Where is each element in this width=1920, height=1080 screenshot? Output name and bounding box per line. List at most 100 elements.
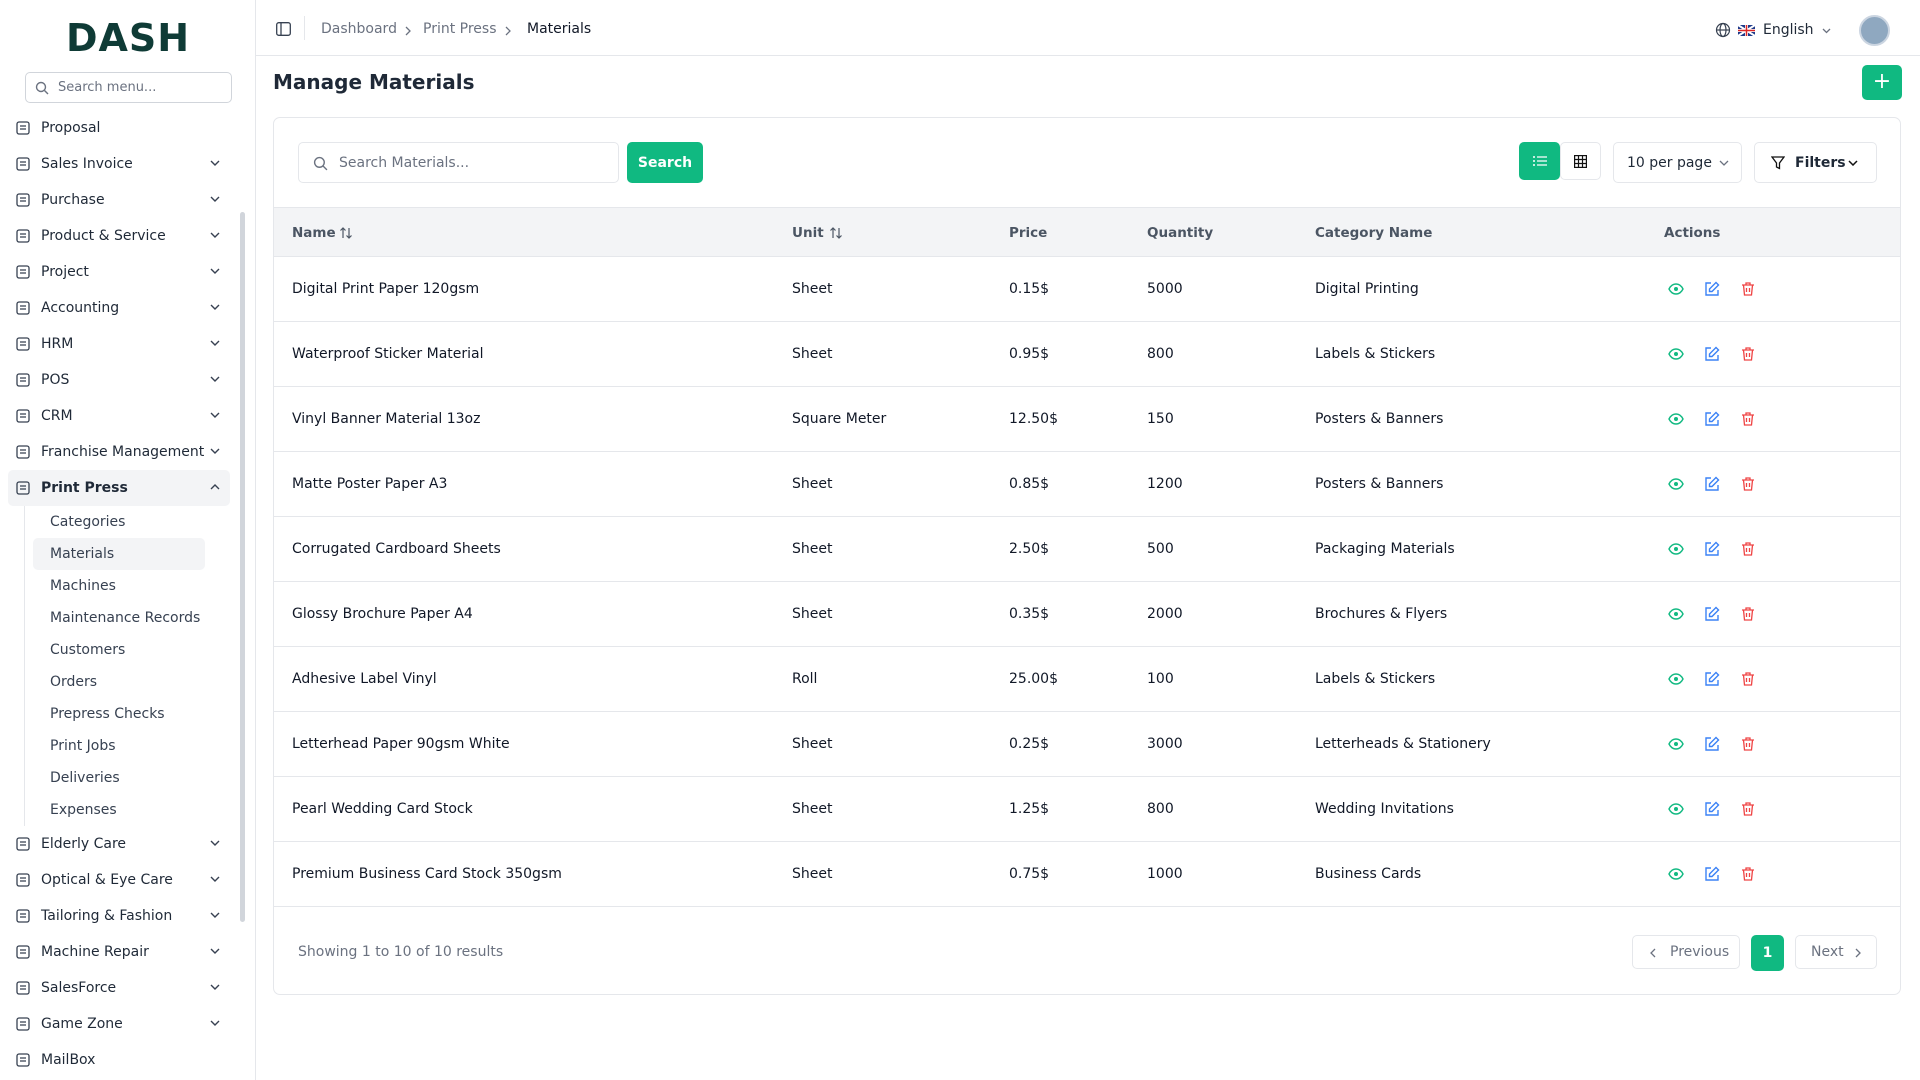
- filters-button[interactable]: Filters: [1754, 142, 1877, 183]
- view-action[interactable]: [1668, 671, 1684, 687]
- table-cell: 100: [1147, 671, 1174, 687]
- submenu-item[interactable]: Materials: [33, 538, 205, 570]
- edit-action[interactable]: [1704, 671, 1720, 687]
- previous-button[interactable]: Previous: [1632, 935, 1740, 969]
- breadcrumb-item[interactable]: Print Press: [423, 21, 497, 37]
- icon-shape: [20, 377, 26, 382]
- delete-action[interactable]: [1740, 736, 1756, 752]
- icon-shape: [210, 232, 220, 238]
- view-action[interactable]: [1668, 281, 1684, 297]
- chevron: [210, 340, 220, 346]
- menu-item[interactable]: Sales Invoice: [8, 146, 230, 182]
- grid-icon: [1574, 154, 1587, 168]
- menu-item[interactable]: POS: [8, 362, 230, 398]
- submenu-item[interactable]: Maintenance Records: [50, 610, 201, 626]
- menu-item[interactable]: Machine Repair: [8, 934, 230, 970]
- menu-search[interactable]: Search menu...: [25, 72, 232, 103]
- submenu-item[interactable]: Categories: [50, 514, 126, 530]
- submenu-item[interactable]: Print Jobs: [50, 738, 116, 754]
- chevron: [210, 160, 220, 166]
- view-action[interactable]: [1668, 801, 1684, 817]
- menu-item[interactable]: Print Press: [8, 470, 230, 506]
- submenu-item[interactable]: Customers: [50, 642, 126, 658]
- menu-item[interactable]: Purchase: [8, 182, 230, 218]
- menu-item[interactable]: Game Zone: [8, 1006, 230, 1042]
- icon-shape: [16, 121, 30, 135]
- edit-action[interactable]: [1704, 281, 1720, 297]
- icon-shape: [1668, 868, 1684, 880]
- logo[interactable]: DASH: [65, 16, 191, 60]
- delete-action[interactable]: [1740, 671, 1756, 687]
- delete-action[interactable]: [1740, 801, 1756, 817]
- sidebar-toggle[interactable]: [276, 22, 291, 36]
- menu-item[interactable]: Project: [8, 254, 230, 290]
- grid-view[interactable]: [1560, 142, 1601, 180]
- edit-action[interactable]: [1704, 411, 1720, 427]
- edit-action[interactable]: [1704, 541, 1720, 557]
- column-header: Price: [1009, 225, 1048, 241]
- per-page-select[interactable]: 10 per page: [1613, 142, 1742, 183]
- icon-shape: [20, 269, 26, 274]
- submenu-item[interactable]: Machines: [50, 578, 116, 594]
- icon-shape: [20, 197, 26, 202]
- next-button[interactable]: Next: [1795, 935, 1877, 969]
- edit-action[interactable]: [1704, 606, 1720, 622]
- menu-item[interactable]: Tailoring & Fashion: [8, 898, 230, 934]
- menu-item[interactable]: Franchise Management: [8, 434, 230, 470]
- table-row: Corrugated Cardboard Sheets Sheet 2.50$ 500…: [274, 517, 1900, 582]
- delete-action[interactable]: [1740, 346, 1756, 362]
- submenu-item[interactable]: Expenses: [50, 802, 117, 818]
- menu-icon: [16, 1017, 30, 1031]
- submenu-item[interactable]: Deliveries: [50, 770, 120, 786]
- edit-action[interactable]: [1704, 866, 1720, 882]
- view-action[interactable]: [1668, 541, 1684, 557]
- breadcrumb-item[interactable]: Dashboard: [321, 21, 397, 37]
- view-action[interactable]: [1668, 606, 1684, 622]
- menu-item[interactable]: Proposal: [8, 110, 230, 146]
- menu-item[interactable]: SalesForce: [8, 970, 230, 1006]
- menu-icon: [16, 301, 30, 315]
- add-button[interactable]: +: [1862, 65, 1902, 100]
- menu-item[interactable]: Accounting: [8, 290, 230, 326]
- page-button[interactable]: 1: [1751, 935, 1784, 971]
- menu-item[interactable]: Elderly Care: [8, 826, 230, 862]
- chevron: [210, 268, 220, 274]
- list-view[interactable]: [1519, 142, 1560, 180]
- edit-action[interactable]: [1704, 801, 1720, 817]
- edit-action[interactable]: [1704, 346, 1720, 362]
- delete-action[interactable]: [1740, 866, 1756, 882]
- view-action[interactable]: [1668, 346, 1684, 362]
- filter-icon: [1771, 156, 1785, 170]
- icon-shape: [210, 268, 220, 274]
- view-action[interactable]: [1668, 736, 1684, 752]
- materials-search[interactable]: Search Materials...: [298, 142, 619, 183]
- view-action[interactable]: [1668, 866, 1684, 882]
- icon-shape: [1708, 281, 1720, 293]
- menu-item[interactable]: CRM: [8, 398, 230, 434]
- delete-action[interactable]: [1740, 541, 1756, 557]
- sort-icon: [830, 227, 842, 239]
- avatar[interactable]: [1859, 15, 1890, 46]
- edit-action[interactable]: [1704, 476, 1720, 492]
- view-action[interactable]: [1668, 476, 1684, 492]
- icon-shape: [1708, 411, 1720, 423]
- submenu-item[interactable]: Prepress Checks: [50, 706, 165, 722]
- icon-shape: [210, 948, 220, 954]
- column-header: Quantity: [1147, 225, 1214, 241]
- edit-action[interactable]: [1704, 736, 1720, 752]
- delete-action[interactable]: [1740, 476, 1756, 492]
- submenu-item[interactable]: Orders: [50, 674, 98, 690]
- delete-action[interactable]: [1740, 281, 1756, 297]
- menu-item[interactable]: HRM: [8, 326, 230, 362]
- icon-shape: [505, 26, 511, 36]
- icon-shape: [210, 912, 220, 918]
- menu-item[interactable]: Optical & Eye Care: [8, 862, 230, 898]
- language[interactable]: English: [1763, 22, 1814, 38]
- delete-action[interactable]: [1740, 411, 1756, 427]
- menu-item[interactable]: Product & Service: [8, 218, 230, 254]
- menu-item[interactable]: MailBox: [8, 1042, 230, 1078]
- view-action[interactable]: [1668, 411, 1684, 427]
- icon-shape: [1668, 543, 1684, 555]
- search-button[interactable]: Search: [627, 142, 703, 183]
- delete-action[interactable]: [1740, 606, 1756, 622]
